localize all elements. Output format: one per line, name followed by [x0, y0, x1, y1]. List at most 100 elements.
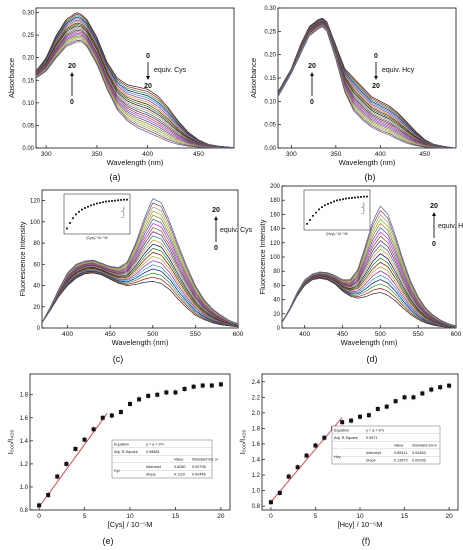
data-point: [322, 435, 327, 440]
fit-intercept-err: 0.00463: [412, 451, 426, 455]
data-point: [191, 384, 196, 389]
spectrum-line: [278, 26, 455, 148]
y-axis-label: Absorbance: [7, 58, 16, 98]
spectrum-line: [282, 205, 456, 327]
data-point: [128, 401, 132, 406]
chart-panel-0: 300 350 400 450 0.00 0.05 0.10 0.15 0.20 0.25 0.30…: [7, 7, 235, 182]
y-tick-label: 100: [30, 220, 41, 226]
plot-area: [268, 382, 452, 506]
annotation-up-top: 20: [212, 207, 220, 214]
spectrum-line: [42, 214, 238, 325]
x-tick-label: 450: [419, 151, 430, 158]
y-tick-label: 0.10: [22, 101, 34, 107]
spectrum-line: [42, 231, 238, 326]
spectrum-line: [42, 227, 238, 326]
data-point: [37, 503, 42, 508]
spectrum-line: [42, 271, 238, 328]
spectrum-line: [42, 256, 238, 327]
spectrum-line: [42, 247, 238, 327]
data-point: [55, 474, 60, 479]
chart-panel-3: 400 450 500 550 600 0 20 40 60 80 100 120 140 160 180 2…: [258, 184, 463, 364]
fit-r2: 0.9971: [366, 436, 378, 440]
data-point: [155, 392, 160, 397]
inset-point: [342, 198, 344, 201]
inset-point: [123, 198, 125, 201]
inset-point: [363, 195, 365, 198]
annotation-equiv: equiv. Cys: [220, 227, 253, 234]
data-point: [420, 391, 425, 396]
plot-area: [36, 12, 234, 148]
x-tick-label: 20: [217, 513, 225, 520]
x-tick-label: 600: [451, 331, 462, 338]
y-tick-label: 0.8: [252, 504, 261, 510]
y-tick-label: 40: [33, 284, 40, 290]
spectrum-line: [42, 271, 238, 327]
spectrum-line: [42, 268, 238, 327]
inset-point: [66, 227, 68, 230]
data-point: [438, 385, 443, 390]
data-point: [209, 383, 214, 388]
inset-point: [105, 200, 107, 203]
arrow-up-head: [70, 72, 74, 76]
y-tick-label: 1.6: [20, 416, 29, 422]
inset-point: [99, 201, 101, 204]
data-point: [200, 383, 205, 388]
inset-point: [93, 203, 95, 206]
panel-label: (e): [103, 536, 114, 546]
data-point: [173, 390, 178, 395]
y-tick-label: 0.05: [264, 123, 276, 129]
y-tick-label: 1.8: [252, 426, 261, 432]
y-tick-label: 0: [37, 326, 41, 332]
y-tick-label: 120: [270, 241, 281, 247]
annotation-down-bottom: 20: [372, 83, 380, 90]
inset-point: [102, 201, 104, 204]
inset-point: [312, 214, 314, 217]
y-tick-label: 0.30: [264, 6, 276, 12]
inset-point: [351, 196, 353, 199]
y-tick-label: 20: [273, 312, 280, 318]
spectrum-line: [42, 210, 238, 325]
data-point: [218, 382, 223, 387]
y-tick-label: 0.00: [22, 146, 34, 152]
inset-x-label: [Hcy] / 10⁻⁵M: [327, 232, 348, 236]
annotation-equiv: equiv. Cys: [154, 67, 187, 74]
fit-equation-label: Equation: [334, 428, 349, 432]
spectrum-line: [36, 35, 234, 148]
data-point: [100, 415, 105, 420]
arrow-down-head: [374, 76, 378, 80]
x-tick-label: 10: [356, 513, 364, 520]
y-tick-label: 1.0: [20, 485, 29, 491]
spectrum-line: [278, 24, 455, 148]
inset-point: [360, 196, 362, 198]
panel-label: (f): [362, 536, 371, 546]
data-point: [295, 465, 300, 470]
x-tick-label: 15: [172, 513, 180, 520]
annotation-down-bottom: 20: [144, 83, 152, 90]
data-point: [349, 418, 354, 423]
fit-r2: 0.98881: [146, 450, 160, 454]
plot-area: [37, 381, 223, 509]
data-point: [64, 461, 69, 466]
data-point: [268, 500, 273, 505]
x-tick-label: 450: [193, 151, 204, 158]
inset-point: [366, 195, 368, 198]
linear-fit-line: [38, 412, 108, 508]
inset-point: [330, 201, 332, 204]
inset-point: [90, 204, 92, 207]
y-tick-label: 0.20: [264, 53, 276, 59]
annotation-down-top: 0: [146, 53, 150, 60]
plot-area: [282, 205, 456, 328]
inset-point: [324, 204, 326, 207]
panel-label: (a): [110, 172, 121, 182]
fit-col-err: Standard Err or: [192, 458, 219, 462]
arrow-down-head: [146, 76, 150, 80]
y-tick-label: 60: [273, 283, 280, 289]
x-tick-label: 20: [445, 513, 453, 520]
spectrum-line: [42, 202, 238, 325]
fit-equation: y = a + b*x: [146, 442, 164, 446]
data-point: [82, 437, 87, 442]
inset-point: [87, 205, 89, 208]
fit-equation-label: Equation: [114, 442, 129, 446]
data-point: [46, 493, 51, 498]
